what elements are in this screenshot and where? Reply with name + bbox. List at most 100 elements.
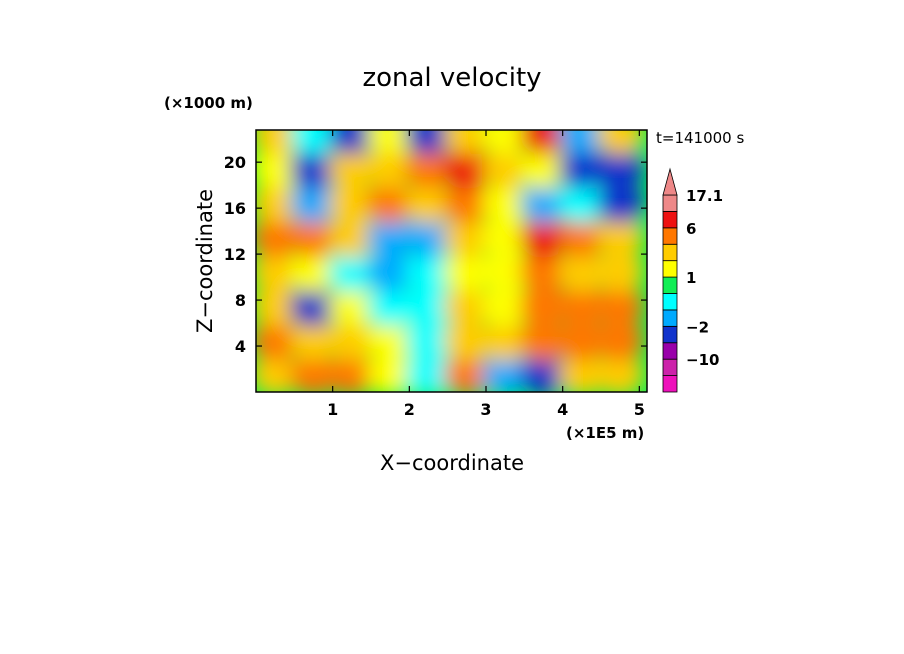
colorbar-label: 1 <box>686 269 696 287</box>
colorbar-extend-arrow <box>662 167 678 196</box>
contour-cell <box>443 318 491 362</box>
contour-cell <box>256 284 299 328</box>
contour-cell <box>481 318 529 362</box>
y-tick-label: 8 <box>235 291 246 310</box>
contour-cell <box>328 353 376 392</box>
contour-cell <box>289 181 338 224</box>
x-axis-ticks: 1 2 3 4 5 <box>327 130 645 419</box>
colorbar-labels: 17.1 6 1 −2 −10 <box>686 187 723 369</box>
contour-cell <box>443 215 491 259</box>
contour-cell <box>481 146 529 190</box>
contour-cell <box>443 249 491 293</box>
contour-cell <box>404 353 453 392</box>
contour-cell <box>404 249 453 293</box>
contour-cell <box>366 353 414 392</box>
colorbar-label: −2 <box>686 318 709 336</box>
contour-plot-area <box>255 129 648 393</box>
contour-cell <box>256 318 299 362</box>
contour-cell <box>481 249 529 293</box>
contour-cell <box>289 318 338 362</box>
contour-cell <box>596 130 644 155</box>
contour-cell <box>481 353 529 392</box>
contour-cell <box>596 249 644 293</box>
contour-cell <box>596 353 644 392</box>
colorbar-segment <box>662 293 678 311</box>
contour-cell <box>404 146 453 190</box>
contour-cell <box>443 284 491 328</box>
colorbar-segment <box>662 227 678 245</box>
contour-cell <box>558 318 606 362</box>
y-tick-label: 16 <box>224 199 246 218</box>
contour-cell <box>256 215 299 259</box>
x-tick-label: 2 <box>404 400 415 419</box>
contour-cell <box>519 284 568 328</box>
contour-cell <box>256 249 299 293</box>
y-axis-ticks: 4 8 12 16 20 <box>224 153 647 356</box>
colorbar-segment <box>662 342 678 360</box>
contour-cell <box>256 130 299 155</box>
contour-cell <box>289 353 338 392</box>
contour-cell <box>558 215 606 259</box>
contour-cell <box>443 181 491 224</box>
y-unit-label: (×1000 m) <box>164 94 253 112</box>
contour-cell <box>256 181 299 224</box>
contour-cell <box>558 353 606 392</box>
contour-cell <box>519 353 568 392</box>
colorbar-segment <box>662 243 678 262</box>
contour-cell <box>328 181 376 224</box>
y-tick-label: 4 <box>235 337 246 356</box>
contour-cell <box>519 318 568 362</box>
x-tick-label: 5 <box>634 400 645 419</box>
colorbar-segment <box>662 325 678 344</box>
colorbar-segment <box>662 276 678 294</box>
contour-cell <box>519 181 568 224</box>
x-axis-label: X−coordinate <box>380 451 524 475</box>
contour-cell <box>289 215 338 259</box>
contour-cell <box>328 215 376 259</box>
contour-cell <box>519 130 568 155</box>
y-tick-label: 20 <box>224 153 246 172</box>
contour-cell <box>596 146 644 190</box>
contour-cell <box>443 130 491 155</box>
contour-cell <box>289 284 338 328</box>
contour-cell <box>558 146 606 190</box>
contour-cell <box>366 249 414 293</box>
y-tick-label: 12 <box>224 245 246 264</box>
contour-cell <box>596 318 644 362</box>
contour-cell <box>404 318 453 362</box>
colorbar-segment <box>662 358 678 376</box>
contour-cell <box>404 215 453 259</box>
contour-cell <box>366 146 414 190</box>
contour-cell <box>558 181 606 224</box>
colorbar-segment <box>662 211 678 229</box>
contour-cell <box>596 181 644 224</box>
y-axis-label: Z−coordinate <box>193 189 217 333</box>
contour-cell <box>519 249 568 293</box>
contour-cell <box>443 353 491 392</box>
contour-cell <box>558 249 606 293</box>
contour-cell <box>366 181 414 224</box>
contour-cell <box>558 130 606 155</box>
contour-cell <box>558 284 606 328</box>
contour-cell <box>366 215 414 259</box>
colorbar-label: 6 <box>686 220 696 238</box>
contour-cell <box>366 284 414 328</box>
colorbar-label: 17.1 <box>686 187 723 205</box>
contour-cell <box>289 249 338 293</box>
colorbar <box>662 167 678 393</box>
time-label: t=141000 s <box>656 129 744 147</box>
contour-cell <box>328 130 376 155</box>
contour-cell <box>328 249 376 293</box>
contour-cell <box>404 181 453 224</box>
contour-cell <box>481 181 529 224</box>
contour-cell <box>443 146 491 190</box>
contour-cell <box>366 130 414 155</box>
contour-cell <box>519 146 568 190</box>
contour-cell <box>328 284 376 328</box>
contour-cell <box>289 146 338 190</box>
contour-cell <box>328 146 376 190</box>
contour-cell <box>404 284 453 328</box>
contour-cell <box>519 215 568 259</box>
plot-frame <box>255 129 648 393</box>
